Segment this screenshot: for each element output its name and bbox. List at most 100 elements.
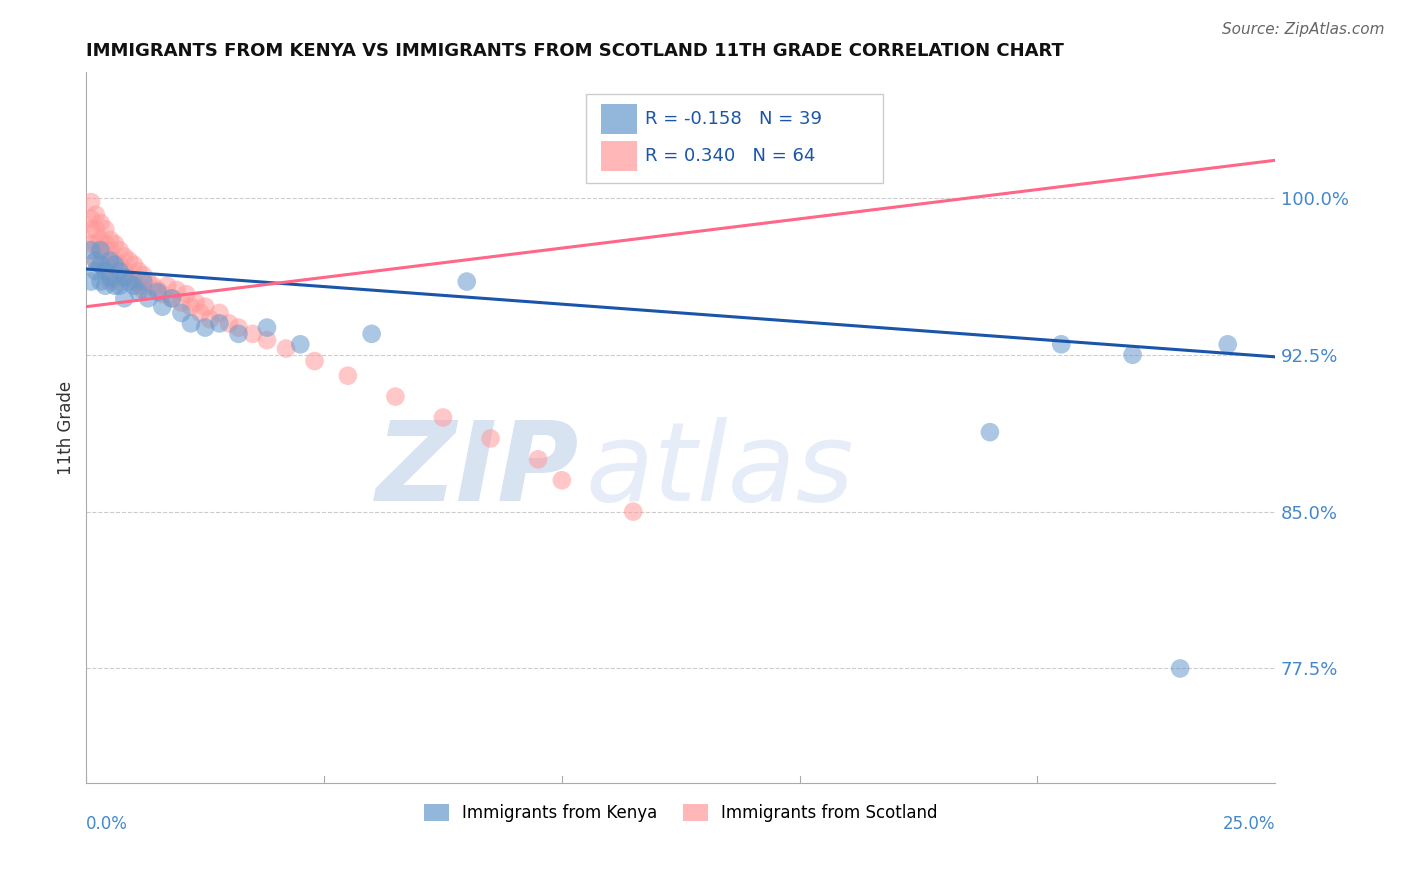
Point [174,287,197,301]
Point [242,326,264,341]
Point [108,275,131,289]
Point [184,295,207,310]
Point [108,278,131,293]
Point [84,253,107,268]
Point [274,342,297,356]
Point [150,300,173,314]
Point [98,253,121,268]
Point [336,368,359,383]
Point [208,317,231,331]
Point [90,243,112,257]
Point [94,264,117,278]
Text: atlas: atlas [586,417,855,524]
Point [112,291,135,305]
Text: ZIP: ZIP [377,417,579,524]
Text: Source: ZipAtlas.com: Source: ZipAtlas.com [1222,22,1385,37]
Point [128,264,150,278]
Point [118,253,141,268]
Text: IMMIGRANTS FROM KENYA VS IMMIGRANTS FROM SCOTLAND 11TH GRADE CORRELATION CHART: IMMIGRANTS FROM KENYA VS IMMIGRANTS FROM… [86,42,1064,60]
Point [156,278,179,293]
Point [104,253,127,268]
Point [1216,337,1239,351]
Point [98,258,121,272]
Point [90,275,112,289]
Point [104,270,127,285]
Point [256,320,278,334]
Point [108,264,131,278]
Point [256,333,278,347]
Text: 25.0%: 25.0% [1223,815,1275,833]
Point [456,275,478,289]
FancyBboxPatch shape [602,103,637,134]
Point [228,320,250,334]
Point [170,306,193,320]
Point [80,195,103,210]
Point [304,354,326,368]
Point [1050,337,1073,351]
Point [194,320,217,334]
Point [132,275,155,289]
Point [112,250,135,264]
Point [90,233,112,247]
Point [170,295,193,310]
Point [479,431,502,445]
Point [108,243,131,257]
Point [112,270,135,285]
Point [621,505,644,519]
Text: R = -0.158   N = 39: R = -0.158 N = 39 [645,110,823,128]
Point [94,250,117,264]
Point [1168,661,1191,675]
Point [290,337,312,351]
Point [94,264,117,278]
Point [150,287,173,301]
Point [90,216,112,230]
Point [228,326,250,341]
Point [432,410,454,425]
Point [84,264,107,278]
Point [80,211,103,226]
Point [132,283,155,297]
Point [84,222,107,236]
Point [142,278,165,293]
Point [384,390,406,404]
Point [108,258,131,272]
FancyBboxPatch shape [586,94,883,183]
Point [84,208,107,222]
Point [80,222,103,236]
Point [128,285,150,299]
Point [98,270,121,285]
Point [90,243,112,257]
Point [979,425,1001,439]
Point [118,275,141,289]
Point [160,291,183,305]
Text: R = 0.340   N = 64: R = 0.340 N = 64 [645,147,815,165]
Y-axis label: 11th Grade: 11th Grade [58,381,75,475]
Point [122,258,145,272]
Point [180,317,202,331]
Point [146,285,169,299]
Point [136,275,159,289]
Point [80,275,103,289]
Text: 0.0%: 0.0% [86,815,128,833]
Legend: Immigrants from Kenya, Immigrants from Scotland: Immigrants from Kenya, Immigrants from S… [418,797,945,829]
FancyBboxPatch shape [602,142,637,171]
Point [98,243,121,257]
Point [84,253,107,268]
Point [146,283,169,297]
Point [94,222,117,236]
Point [90,258,112,272]
Point [104,258,127,272]
Point [80,236,103,251]
Point [122,275,145,289]
Point [166,283,188,297]
Point [160,291,183,305]
Point [360,326,382,341]
Point [112,264,135,278]
Point [84,236,107,251]
Point [194,300,217,314]
Point [218,317,240,331]
Point [198,312,221,326]
Point [527,452,550,467]
Point [208,306,231,320]
Point [98,233,121,247]
